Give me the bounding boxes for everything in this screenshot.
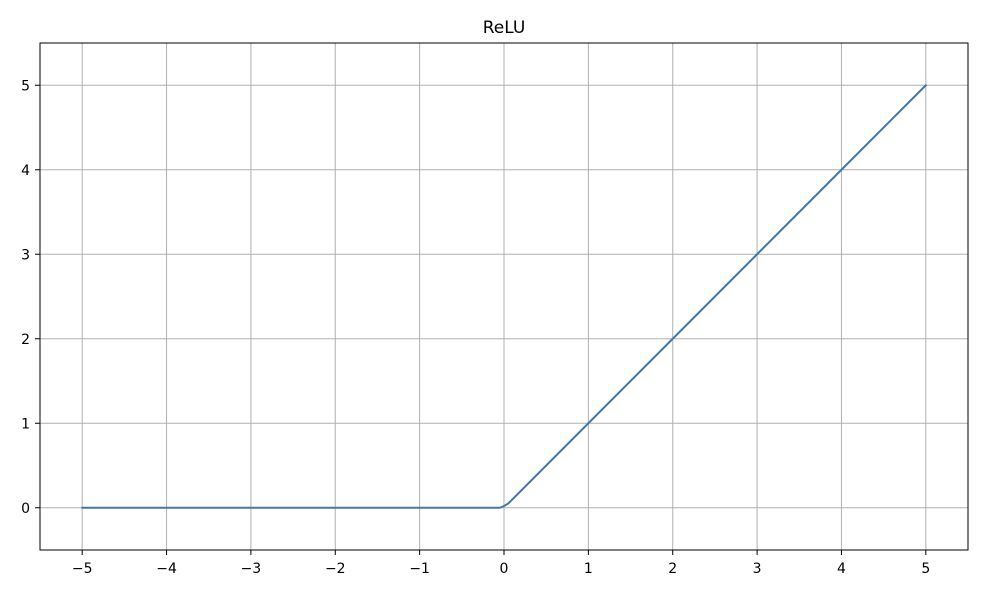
- x-tick-label: 5: [921, 561, 930, 577]
- series-layer: [81, 84, 927, 509]
- x-tick-label: −1: [409, 561, 430, 577]
- x-tick-label: −5: [72, 561, 93, 577]
- x-tick-label: 3: [753, 561, 762, 577]
- y-tick-label: 2: [21, 332, 30, 348]
- y-tick-label: 1: [21, 416, 30, 432]
- y-tick-label: 3: [21, 247, 30, 263]
- x-tick-label: 0: [500, 561, 509, 577]
- x-tick-label: −3: [241, 561, 262, 577]
- x-tick-label: 2: [668, 561, 677, 577]
- y-tick-label: 0: [21, 501, 30, 517]
- x-tick-label: −2: [325, 561, 346, 577]
- chart-title: ReLU: [483, 18, 526, 38]
- y-tick-label: 4: [21, 163, 30, 179]
- y-axis-ticks: 0 1 2 3 4 5: [21, 78, 40, 517]
- y-tick-label: 5: [21, 78, 30, 94]
- x-axis-ticks: −5 −4 −3 −2 −1 0 1 2 3 4 5: [72, 550, 930, 577]
- relu-series-line: [81, 84, 927, 509]
- x-tick-label: −4: [156, 561, 177, 577]
- x-tick-label: 1: [584, 561, 593, 577]
- x-tick-label: 4: [837, 561, 846, 577]
